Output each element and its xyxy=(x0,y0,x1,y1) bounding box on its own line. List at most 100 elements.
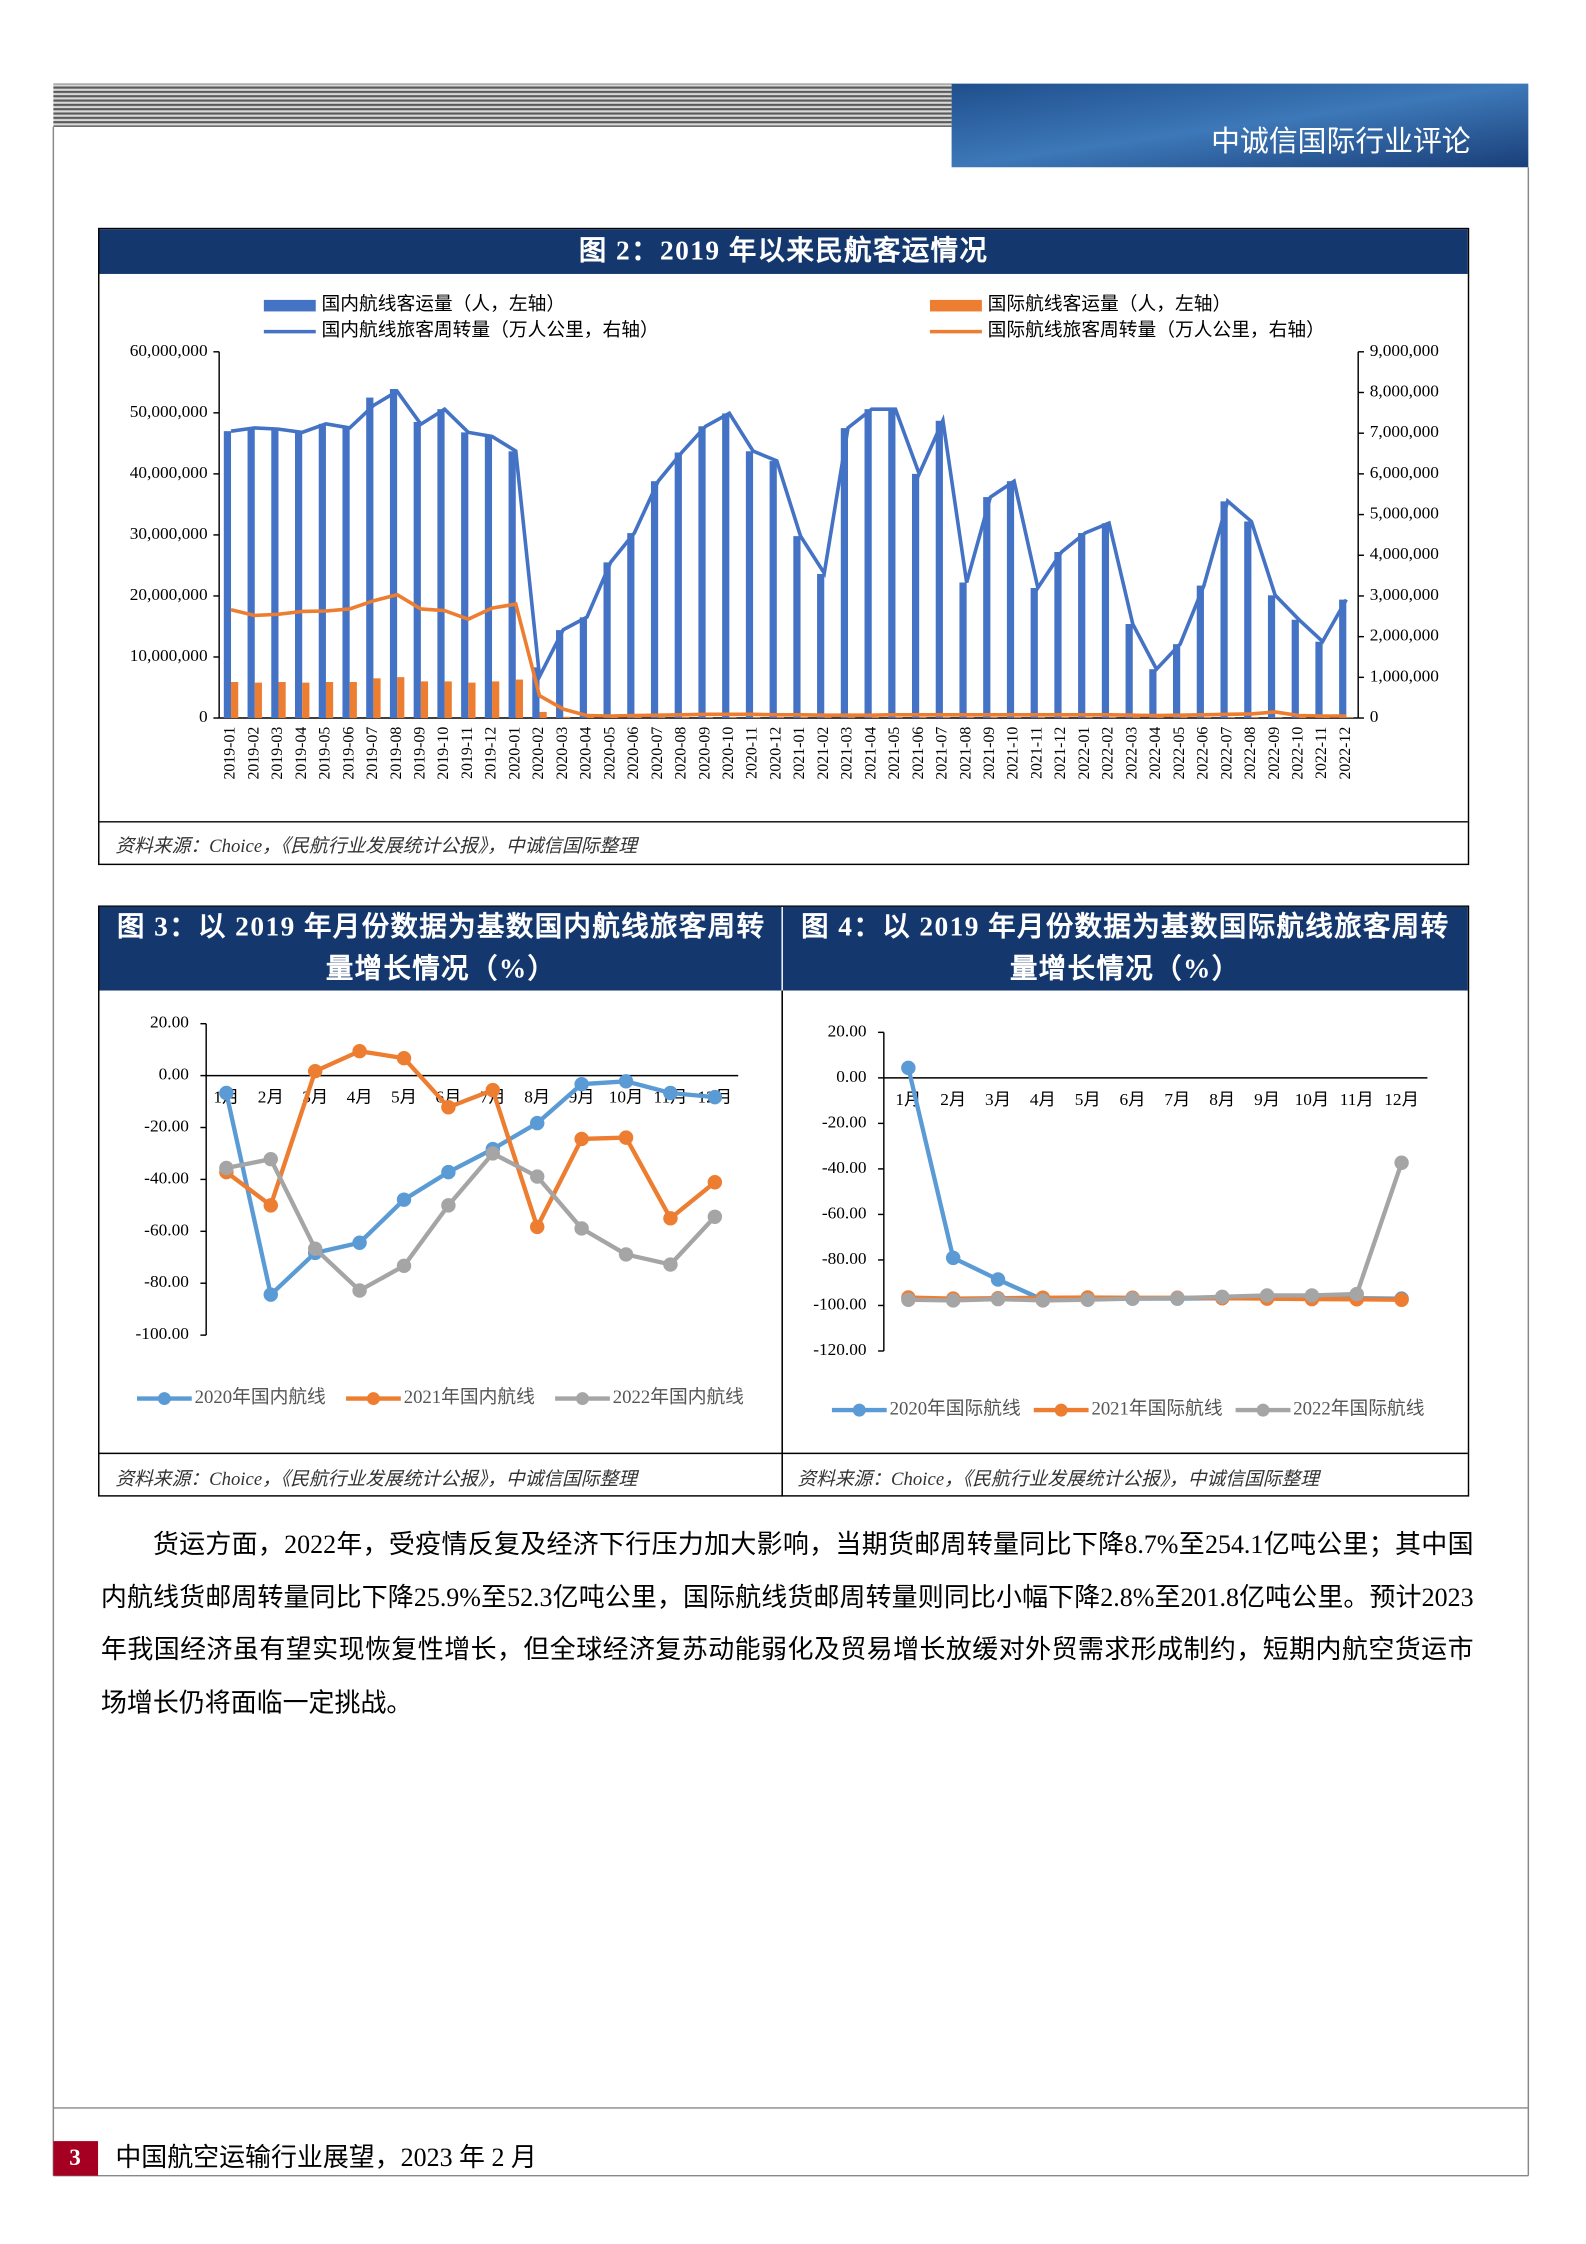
x-tick-label: 2022-11 xyxy=(1313,727,1330,779)
x-tick-label: 2022-05 xyxy=(1171,727,1188,780)
x-tick-label: 4月 xyxy=(1030,1090,1056,1109)
bar xyxy=(1109,717,1117,719)
point xyxy=(663,1257,678,1272)
x-tick-label: 2022-09 xyxy=(1266,727,1283,780)
x-tick-label: 2019-06 xyxy=(340,727,357,780)
point xyxy=(396,1051,412,1066)
y-tick-label: 20.00 xyxy=(828,1021,867,1040)
point xyxy=(707,1209,723,1224)
x-tick-label: 2019-12 xyxy=(483,727,500,780)
point xyxy=(307,1241,323,1256)
bar xyxy=(1156,717,1164,719)
x-tick-label: 5月 xyxy=(1075,1090,1101,1109)
bar xyxy=(1132,717,1140,719)
x-tick-label: 6月 xyxy=(1120,1090,1146,1109)
y-tick-label: 0.00 xyxy=(159,1065,189,1084)
bar xyxy=(966,717,974,719)
point xyxy=(618,1074,634,1089)
x-tick-label: 2021-07 xyxy=(934,727,951,780)
chart-title: 图 4：以 2019 年月份数据为基数国际航线旅客周转量增长情况（%） xyxy=(801,912,1450,985)
page-number-box xyxy=(53,2141,99,2176)
x-tick-label: 2020-04 xyxy=(578,727,595,780)
point xyxy=(441,1164,456,1180)
y-tick-label: 20,000,000 xyxy=(130,585,208,604)
bar xyxy=(492,681,500,719)
legend-marker xyxy=(366,1392,380,1406)
bar xyxy=(295,432,303,719)
point xyxy=(1394,1292,1409,1307)
line xyxy=(230,592,1347,718)
bar xyxy=(539,711,547,719)
bar xyxy=(508,451,516,719)
bar xyxy=(817,573,825,719)
point xyxy=(990,1272,1006,1287)
point xyxy=(485,1082,501,1098)
x-tick-label: 2019-09 xyxy=(412,727,429,780)
x-tick-label: 2021-05 xyxy=(886,727,903,780)
point xyxy=(1349,1286,1364,1302)
bar xyxy=(373,678,381,719)
x-tick-label: 2021-12 xyxy=(1052,727,1069,780)
legend-marker xyxy=(852,1403,866,1417)
point xyxy=(485,1146,501,1161)
point xyxy=(901,1292,916,1307)
bar xyxy=(824,717,832,719)
point xyxy=(219,1160,234,1176)
bar xyxy=(397,677,405,719)
x-tick-label: 3月 xyxy=(985,1090,1011,1109)
bar xyxy=(437,409,445,719)
bar xyxy=(1196,585,1204,719)
y2-tick-label: 4,000,000 xyxy=(1370,544,1439,563)
x-tick-label: 2月 xyxy=(258,1088,284,1107)
x-tick-label: 2020-09 xyxy=(696,727,713,780)
y-tick-label: -60.00 xyxy=(822,1203,867,1222)
bar xyxy=(1006,481,1015,719)
bar xyxy=(444,681,452,719)
x-tick-label: 2022-08 xyxy=(1242,727,1259,780)
legend-label: 2021年国内航线 xyxy=(404,1387,535,1408)
chart-title-band xyxy=(99,906,1468,991)
x-tick-label: 11月 xyxy=(1340,1090,1374,1109)
legend-label: 2020年国内航线 xyxy=(195,1387,326,1408)
x-tick-label: 2021-03 xyxy=(839,727,856,780)
bar xyxy=(698,426,706,719)
bar xyxy=(705,717,713,719)
bar xyxy=(776,717,785,719)
x-tick-label: 2019-05 xyxy=(317,727,334,780)
bar xyxy=(674,452,682,719)
point xyxy=(219,1085,234,1101)
bar xyxy=(1298,717,1307,719)
point xyxy=(1080,1292,1095,1307)
y2-tick-label: 3,000,000 xyxy=(1370,585,1439,604)
legend-label: 2021年国际航线 xyxy=(1091,1398,1222,1419)
bar xyxy=(895,717,903,719)
legend-label: 国内航线旅客周转量（万人公里，右轴） xyxy=(322,320,659,341)
x-tick-label: 2019-11 xyxy=(459,727,476,779)
point xyxy=(574,1221,589,1236)
x-tick-label: 2021-08 xyxy=(957,727,974,780)
bar xyxy=(247,428,255,719)
bar xyxy=(1315,641,1323,719)
line xyxy=(225,1048,717,1233)
point xyxy=(396,1258,412,1274)
x-tick-label: 2020-08 xyxy=(673,727,690,780)
chart-source: 资料来源：Choice，《民航行业发展统计公报》，中诚信国际整理 xyxy=(115,834,638,857)
x-tick-label: 2020-07 xyxy=(649,727,666,780)
bar xyxy=(793,536,801,719)
bar xyxy=(919,717,927,719)
header-banner xyxy=(951,83,1529,168)
bar xyxy=(420,681,429,719)
x-tick-label: 2022-07 xyxy=(1218,727,1235,780)
point xyxy=(352,1235,367,1250)
bar xyxy=(959,582,967,719)
body-paragraph: 货运方面，2022年，受疫情反复及经济下行压力加大影响，当期货邮周转量同比下降8… xyxy=(100,1529,1474,1717)
y2-tick-label: 1,000,000 xyxy=(1370,666,1439,685)
point xyxy=(990,1291,1006,1307)
point xyxy=(945,1250,961,1266)
bar xyxy=(848,717,856,719)
bar xyxy=(1275,717,1283,719)
bar xyxy=(1339,599,1347,719)
point xyxy=(530,1219,545,1235)
bar xyxy=(603,562,611,719)
point xyxy=(352,1283,367,1298)
